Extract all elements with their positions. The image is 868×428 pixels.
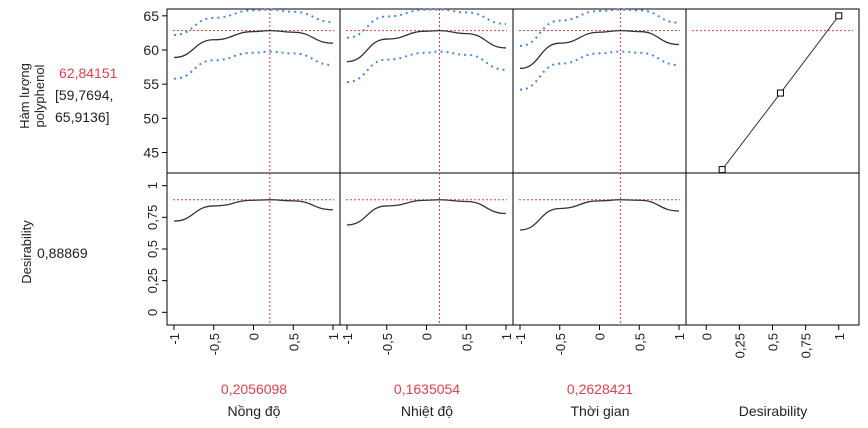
desirability-handle — [718, 166, 726, 174]
desirability-line — [173, 199, 334, 222]
y-tick-label: 0,75 — [145, 205, 160, 230]
factor-name-thoi-gian: Thời gian — [571, 403, 630, 419]
row-label-polyphenol-line2: polyphenol — [32, 64, 47, 127]
y-tick-label: 0,25 — [145, 268, 160, 293]
panel-frame — [512, 8, 687, 174]
row-interval-polyphenol-line1: [59,7694, — [55, 87, 113, 103]
x-tick-label: 0 — [420, 333, 435, 340]
x-tick-label: 1 — [832, 333, 847, 340]
y-tick-label: 55 — [143, 76, 159, 92]
factor-value-thoi-gian: 0,2628421 — [567, 381, 633, 397]
row-value-polyphenol: 62,84151 — [59, 65, 118, 81]
panel-frame — [339, 172, 514, 326]
panel-frame — [685, 8, 860, 174]
factor-name-nong-do: Nồng độ — [228, 403, 281, 419]
x-tick-label: -0,5 — [380, 333, 395, 355]
x-tick-label: 0 — [247, 333, 262, 340]
factor-value-nong-do: 0,2056098 — [221, 381, 287, 397]
y-tick-label: 50 — [143, 110, 159, 126]
x-tick-label: -1 — [340, 333, 355, 345]
x-tick-label: 0,75 — [799, 333, 814, 358]
factor-name-nhiet-do: Nhiệt độ — [401, 403, 453, 419]
x-tick-label: -1 — [513, 333, 528, 345]
prediction-line — [346, 29, 507, 63]
y-tick-label: 65 — [143, 8, 159, 24]
y-tick-label: 0 — [145, 309, 160, 316]
profile-curves — [173, 8, 843, 231]
x-tick-label: -0,5 — [207, 333, 222, 355]
x-tick-label: -1 — [167, 333, 182, 345]
x-tick-label: -0,5 — [553, 333, 568, 355]
x-tick-label: 0,5 — [286, 333, 301, 351]
row-label-desirability: Desirability — [19, 220, 34, 284]
ci-upper-line — [346, 8, 507, 39]
ci-lower-line — [346, 50, 507, 84]
factor-value-nhiet-do: 0,1635054 — [394, 381, 460, 397]
labels: Hàm lượng polyphenol 62,84151 [59,7694, … — [17, 63, 807, 419]
row-interval-polyphenol-line2: 65,9136] — [55, 109, 110, 125]
panel-frame — [685, 172, 860, 326]
x-tick-label: 1 — [499, 333, 514, 340]
x-tick-label: 0 — [699, 333, 714, 340]
x-tick-label: 0,5 — [632, 333, 647, 351]
y-tick-label: 45 — [143, 145, 159, 161]
desirability-handle — [776, 89, 784, 97]
ci-lower-line — [173, 50, 334, 80]
prediction-line — [519, 29, 680, 70]
x-tick-label: 0,25 — [732, 333, 747, 358]
y-tick-label: 60 — [143, 42, 159, 58]
desirability-handle — [835, 12, 843, 20]
panel-frame — [166, 8, 341, 174]
row-label-polyphenol-line1: Hàm lượng — [17, 63, 32, 129]
panel-frame — [512, 172, 687, 326]
desirability-line — [346, 199, 507, 226]
y-tick-label: 1 — [145, 182, 160, 189]
ci-lower-line — [519, 50, 680, 91]
x-tick-label: 0,5 — [459, 333, 474, 351]
panel-frame — [339, 8, 514, 174]
factor-name-desirability: Desirability — [739, 403, 807, 419]
panel-frame — [166, 172, 341, 326]
x-tick-label: 1 — [672, 333, 687, 340]
x-tick-label: 0,5 — [766, 333, 781, 351]
panel-frames — [166, 8, 860, 326]
x-tick-label: 0 — [593, 333, 608, 340]
desirability-line — [519, 199, 680, 231]
y-tick-label: 0,5 — [145, 240, 160, 258]
row-value-desirability: 0,88869 — [37, 245, 88, 261]
x-tick-label: 1 — [326, 333, 341, 340]
ci-upper-line — [519, 8, 680, 47]
prediction-line — [173, 29, 334, 59]
